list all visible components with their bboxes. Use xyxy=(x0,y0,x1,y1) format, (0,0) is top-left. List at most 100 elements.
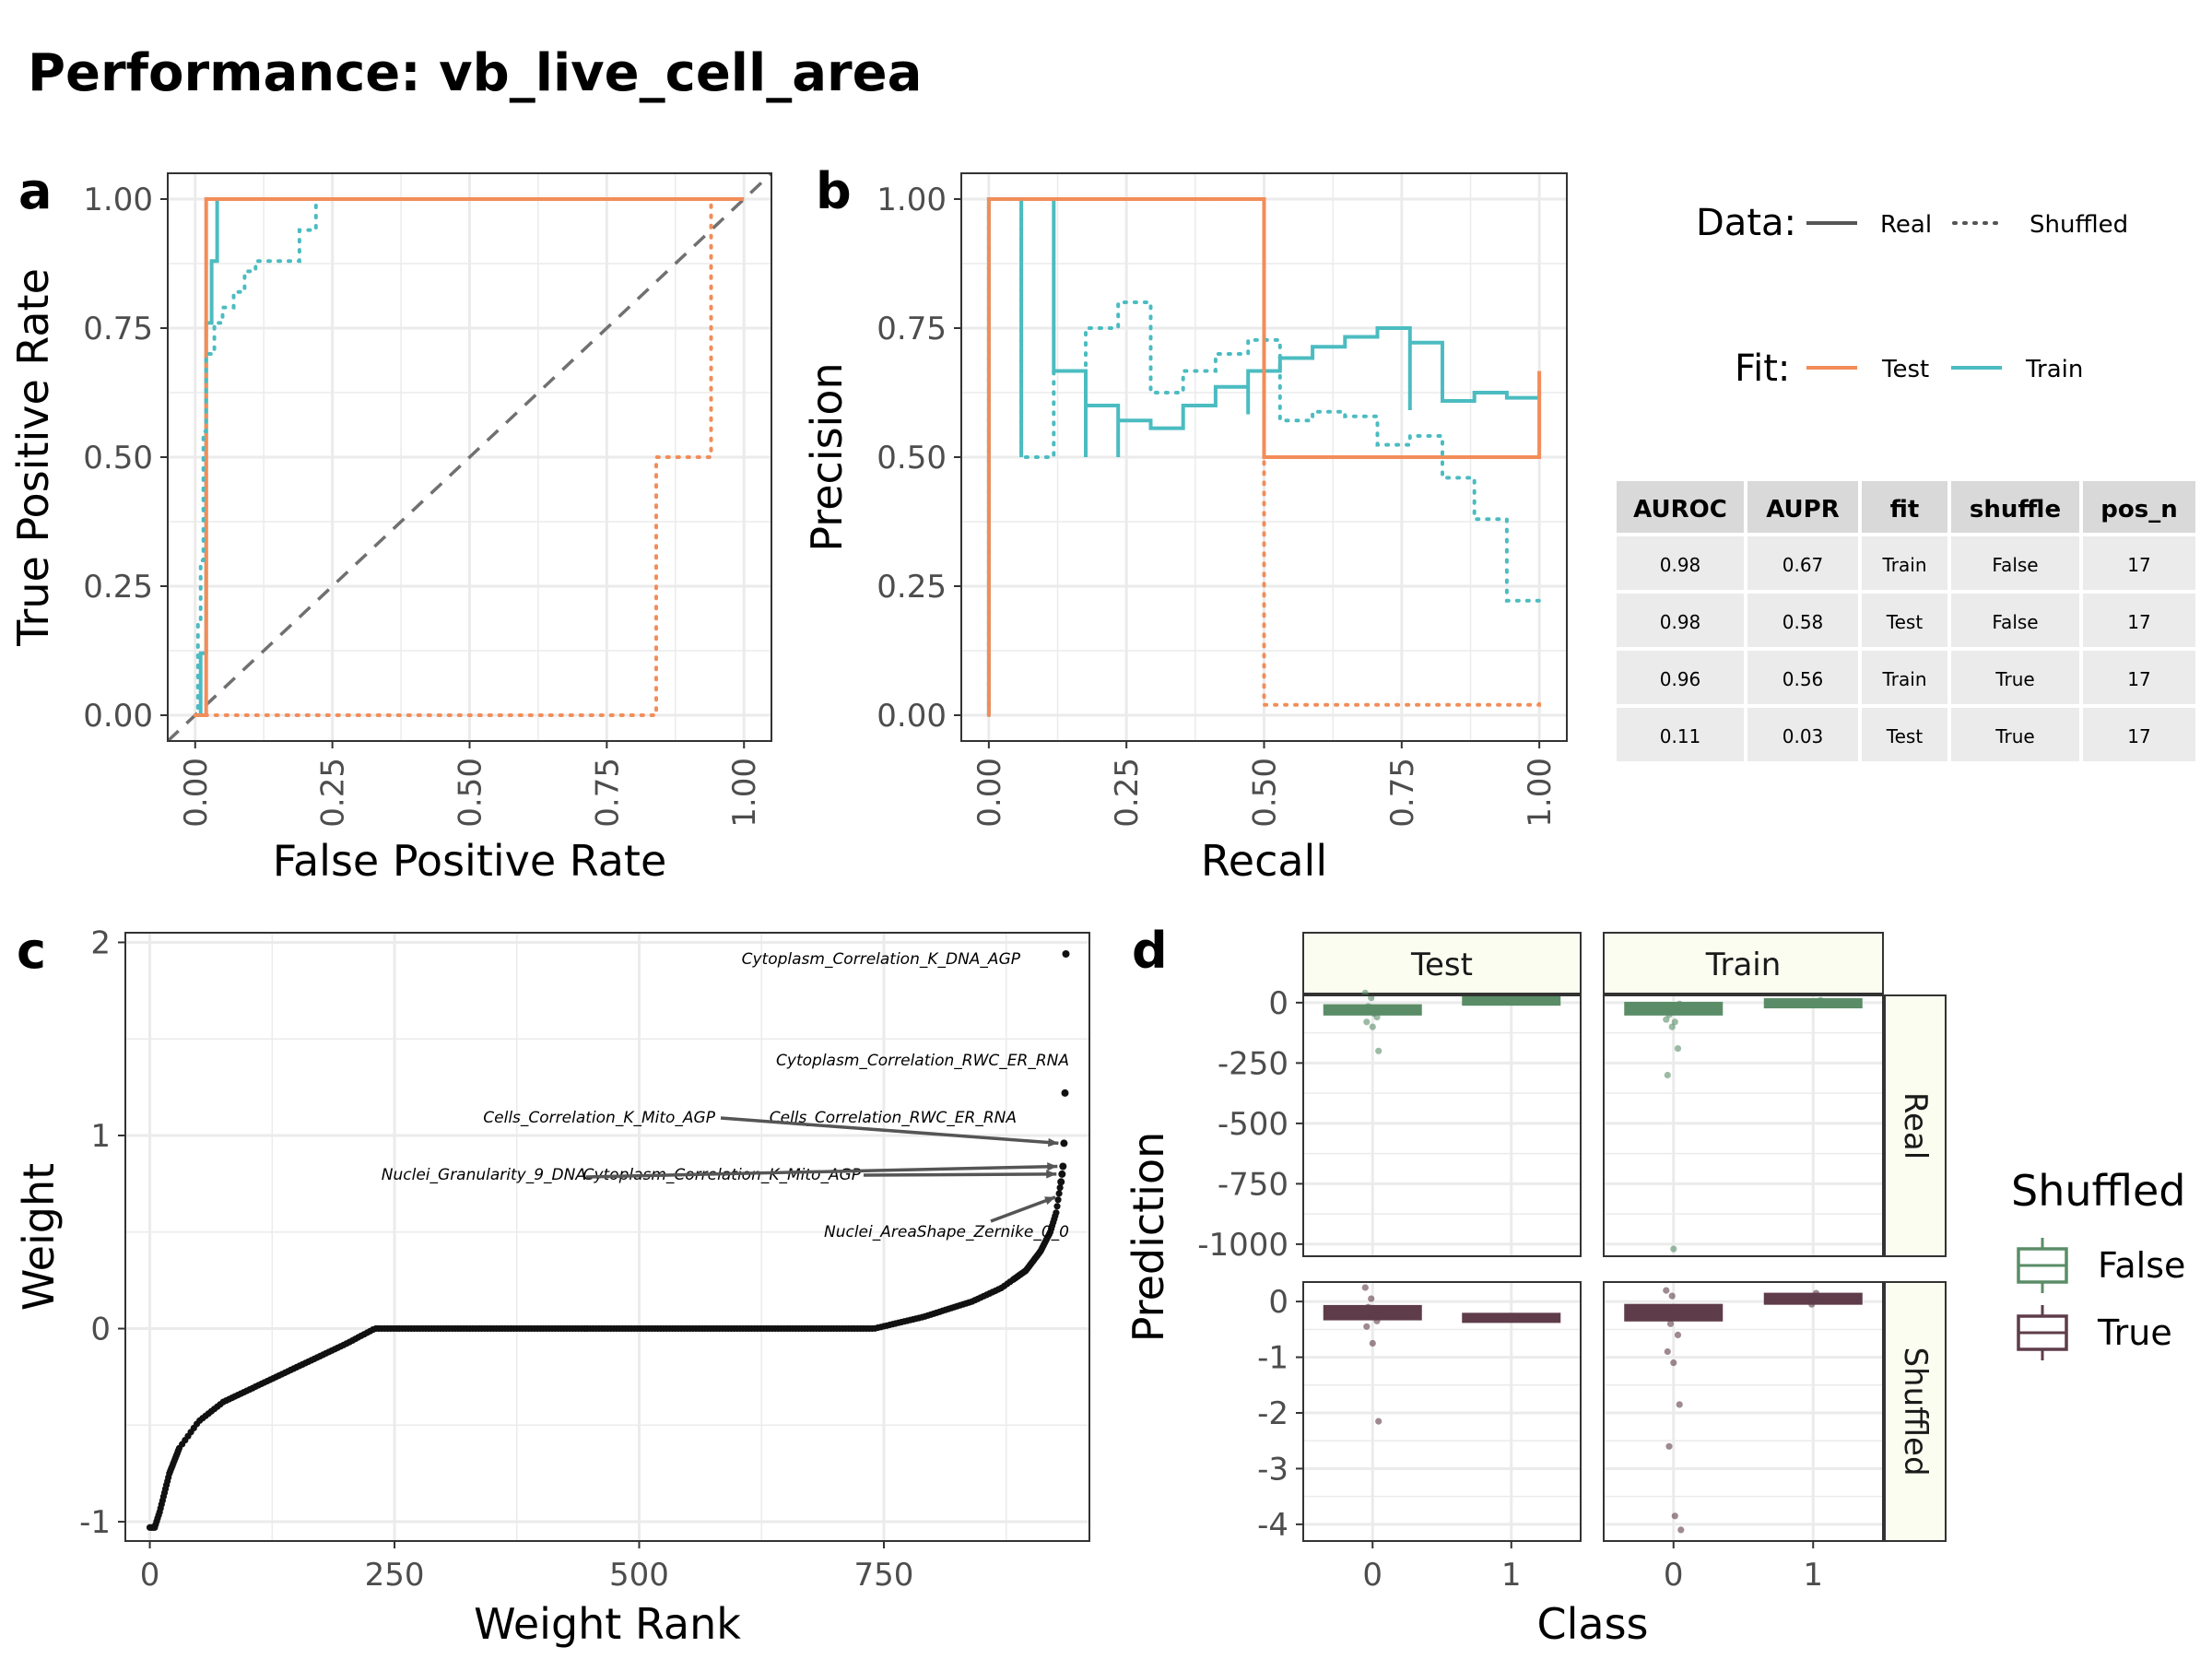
prediction-point xyxy=(1664,1071,1671,1079)
legend-label-test: Test xyxy=(1881,356,1929,383)
prediction-point xyxy=(1817,996,1824,1004)
legend-label-train: Train xyxy=(2025,356,2083,383)
table-cell-value: 0.98 xyxy=(1660,554,1701,576)
y-tick-label: 0 xyxy=(1268,985,1288,1022)
prediction-point xyxy=(1802,1293,1809,1300)
annotation-arrowhead xyxy=(1048,1137,1059,1147)
y-tick-label: -750 xyxy=(1218,1166,1288,1203)
x-tick-label: 0.75 xyxy=(589,758,626,828)
table-cell-value: 17 xyxy=(2127,725,2150,747)
legend-label: False xyxy=(2098,1245,2185,1286)
x-tick-label: 1 xyxy=(1501,1557,1522,1594)
series-line-test-shuffled xyxy=(986,197,1542,717)
panel-label-a: a xyxy=(18,162,52,220)
prediction-point xyxy=(1663,1016,1670,1023)
x-tick-label: 500 xyxy=(609,1557,669,1594)
series-line-test-real xyxy=(986,197,1542,715)
prediction-point xyxy=(1665,1442,1673,1450)
table-cell xyxy=(1613,704,1747,765)
y-tick-label: -4 xyxy=(1257,1507,1288,1544)
table-cell xyxy=(1947,590,2083,651)
table-cell-value: 0.98 xyxy=(1660,611,1701,633)
x-axis-label: Weight Rank xyxy=(474,1599,741,1649)
table-cell-value: 17 xyxy=(2127,611,2150,633)
facet-border xyxy=(1302,994,1582,1257)
y-tick-label: 1.00 xyxy=(83,182,153,218)
prediction-point xyxy=(1515,994,1523,1002)
table-header-cell xyxy=(1613,477,1747,536)
prediction-point xyxy=(1361,1284,1369,1291)
y-tick-label: 0.25 xyxy=(877,569,947,606)
y-tick-label: 1.00 xyxy=(877,182,947,218)
prediction-point xyxy=(1369,1339,1376,1347)
weight-point xyxy=(1056,1184,1064,1192)
facet-border xyxy=(1603,1281,1884,1542)
roc-panel: 0.00 0.00 0.25 0.25 0.50 0.50 0.75 0.75 1.00 1.00… xyxy=(8,171,773,886)
y-tick-label: 2 xyxy=(90,924,111,961)
prediction-point xyxy=(1806,1000,1814,1007)
series-line-train-shuffled xyxy=(193,197,318,717)
y-tick-label: 0.50 xyxy=(83,440,153,477)
weight-point xyxy=(1060,1139,1068,1147)
y-tick-label: 0.75 xyxy=(877,311,947,347)
x-axis-label: Recall xyxy=(1201,836,1327,886)
table-cell xyxy=(1744,704,1862,765)
plot-border xyxy=(960,172,1568,742)
x-tick-label: 0.75 xyxy=(1384,758,1421,828)
prediction-point xyxy=(1668,1292,1676,1300)
prediction-point xyxy=(1677,1526,1685,1534)
plot-border xyxy=(124,932,1090,1542)
annotation-arrowhead xyxy=(1047,1162,1058,1171)
series-line-train-real xyxy=(986,197,1542,715)
x-tick-label: 0.00 xyxy=(178,758,215,828)
prediction-point xyxy=(1371,1312,1378,1319)
facet-plot-background xyxy=(1303,995,1581,1256)
facet-strip-row-label: Shuffled xyxy=(1897,1347,1934,1476)
y-axis-label: Precision xyxy=(802,362,852,551)
prediction-point xyxy=(1808,1300,1816,1308)
x-tick-label: 1 xyxy=(1803,1557,1823,1594)
prediction-point xyxy=(1363,1323,1371,1330)
table-cell-value: 17 xyxy=(2127,554,2150,576)
prediction-point xyxy=(1504,996,1512,1004)
y-tick-label: 0.50 xyxy=(877,440,947,477)
y-axis-label: Prediction xyxy=(1124,1132,1173,1343)
table-header-cell xyxy=(1947,477,2083,536)
table-header-cell xyxy=(1744,477,1862,536)
table-cell-value: Train xyxy=(1882,668,1927,690)
facet-plot-background xyxy=(1604,995,1883,1256)
x-tick-label: 250 xyxy=(365,1557,425,1594)
prediction-point xyxy=(1371,1010,1378,1018)
x-tick-label: 0 xyxy=(140,1557,160,1594)
table-header-label: AUROC xyxy=(1633,496,1727,524)
table-cell xyxy=(1744,590,1862,651)
prediction-point xyxy=(1364,1303,1372,1311)
weight-annotation-label: Cells_Correlation_RWC_ER_RNA xyxy=(770,1109,1017,1127)
x-tick-label: 0 xyxy=(1362,1557,1382,1594)
table-cell-value: False xyxy=(1992,554,2038,576)
table-cell-value: True xyxy=(1994,725,2034,747)
y-axis-label: Weight xyxy=(14,1163,64,1311)
prediction-point xyxy=(1670,1245,1677,1253)
prediction-point xyxy=(1373,1317,1381,1324)
facet-border xyxy=(1302,1281,1582,1542)
weight-annotation-label: Nuclei_Granularity_9_DNA xyxy=(382,1166,586,1184)
x-tick-label: 0.50 xyxy=(1247,758,1284,828)
weight-point xyxy=(1062,950,1070,958)
table-cell-value: 0.56 xyxy=(1783,668,1824,690)
table-cell-value: True xyxy=(1994,668,2034,690)
table-cell-value: 17 xyxy=(2127,668,2150,690)
weight-panel: 0 250 500 750 -1 0 1 2 Cytoplasm_Correlation_K_D… xyxy=(14,924,1090,1649)
y-tick-label: 0.75 xyxy=(83,311,153,347)
weight-annotation-label: Nuclei_AreaShape_Zernike_0_0 xyxy=(824,1223,1069,1241)
annotation-arrowhead xyxy=(1046,1170,1057,1179)
table-cell xyxy=(1858,533,1951,594)
table-cell xyxy=(2079,704,2199,765)
table-cell-value: 0.67 xyxy=(1783,554,1824,576)
y-tick-label: -250 xyxy=(1218,1045,1288,1082)
facet-strip-col-label: Test xyxy=(1410,947,1473,983)
prediction-point xyxy=(1663,1287,1670,1294)
annotation-arrow xyxy=(720,1116,1059,1146)
legend-title: Shuffled xyxy=(2011,1166,2185,1216)
